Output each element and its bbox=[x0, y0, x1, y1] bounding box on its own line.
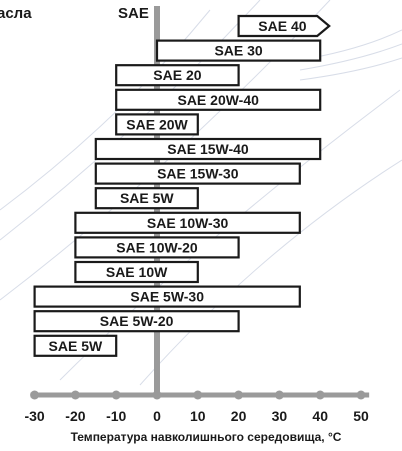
bar-label-5: SAE 15W-40 bbox=[167, 141, 249, 157]
x-tick-label-7: 40 bbox=[312, 408, 328, 424]
bar-7: SAE 5W bbox=[94, 187, 199, 210]
bar-3: SAE 20W-40 bbox=[115, 88, 322, 111]
x-tick-mark-0 bbox=[30, 390, 40, 400]
bar-4: SAE 20W bbox=[115, 113, 199, 136]
bar-label-12: SAE 5W-20 bbox=[100, 313, 174, 329]
bar-8: SAE 10W-30 bbox=[74, 211, 301, 234]
x-tick-label-2: -10 bbox=[106, 408, 126, 424]
bar-10: SAE 10W bbox=[74, 260, 199, 284]
bar-13: SAE 5W bbox=[33, 334, 118, 357]
bar-rect-10 bbox=[74, 260, 199, 284]
x-tick-mark-3 bbox=[152, 390, 162, 400]
bar-label-0: SAE 40 bbox=[258, 18, 306, 34]
bar-label-8: SAE 10W-30 bbox=[147, 215, 229, 231]
bar-12: SAE 5W-20 bbox=[33, 310, 240, 333]
x-tick-label-5: 20 bbox=[231, 408, 247, 424]
bar-label-4: SAE 20W bbox=[126, 116, 188, 132]
bar-rect-0 bbox=[237, 14, 331, 38]
bar-label-9: SAE 10W-20 bbox=[116, 239, 198, 255]
chart-title: асла bbox=[0, 5, 32, 22]
bar-1: SAE 30 bbox=[155, 39, 322, 62]
x-tick-label-8: 50 bbox=[353, 408, 369, 424]
bar-rect-11 bbox=[33, 285, 301, 308]
bar-rect-13 bbox=[33, 334, 118, 357]
x-tick-mark-6 bbox=[274, 390, 284, 400]
x-tick-mark-1 bbox=[70, 390, 80, 400]
bar-label-2: SAE 20 bbox=[153, 67, 201, 83]
bar-label-10: SAE 10W bbox=[106, 264, 168, 280]
x-ticks-group: -30 -20 -10 0 10 20 30 40 50 bbox=[24, 390, 369, 424]
bar-rect-4 bbox=[115, 113, 199, 136]
x-tick-label-4: 10 bbox=[190, 408, 206, 424]
bar-label-1: SAE 30 bbox=[214, 43, 262, 59]
bar-rect-3 bbox=[115, 88, 322, 111]
x-tick-label-1: -20 bbox=[65, 408, 85, 424]
bar-label-6: SAE 15W-30 bbox=[157, 166, 239, 182]
x-tick-mark-2 bbox=[111, 390, 121, 400]
bar-9: SAE 10W-20 bbox=[74, 236, 240, 259]
bar-rect-5 bbox=[94, 137, 322, 161]
x-tick-mark-5 bbox=[234, 390, 244, 400]
x-tick-mark-8 bbox=[356, 390, 366, 400]
x-tick-mark-4 bbox=[193, 390, 203, 400]
x-axis-label: Температура навколишнього середовища, °С bbox=[71, 430, 342, 444]
bar-label-13: SAE 5W bbox=[49, 338, 103, 354]
bar-label-11: SAE 5W-30 bbox=[130, 289, 204, 305]
x-tick-label-3: 0 bbox=[153, 408, 161, 424]
bar-rect-7 bbox=[94, 187, 199, 210]
bar-2: SAE 20 bbox=[115, 64, 240, 87]
bars-group: SAE 40 SAE 30 SAE 20 SAE 20W-40 SAE 20W SAE 1… bbox=[33, 14, 331, 357]
bar-rect-9 bbox=[74, 236, 240, 259]
x-tick-label-6: 30 bbox=[272, 408, 288, 424]
bar-rect-8 bbox=[74, 211, 301, 234]
bar-6: SAE 15W-30 bbox=[94, 162, 301, 185]
bar-0: SAE 40 bbox=[237, 14, 331, 38]
bar-rect-2 bbox=[115, 64, 240, 87]
x-tick-label-0: -30 bbox=[24, 408, 44, 424]
bar-11: SAE 5W-30 bbox=[33, 285, 301, 308]
bar-label-7: SAE 5W bbox=[120, 190, 174, 206]
bar-5: SAE 15W-40 bbox=[94, 137, 322, 161]
x-tick-mark-7 bbox=[315, 390, 325, 400]
bar-rect-6 bbox=[94, 162, 301, 185]
bar-rect-1 bbox=[155, 39, 322, 62]
bar-label-3: SAE 20W-40 bbox=[177, 92, 259, 108]
bar-rect-12 bbox=[33, 310, 240, 333]
axis-top-label: SAE bbox=[118, 5, 149, 22]
